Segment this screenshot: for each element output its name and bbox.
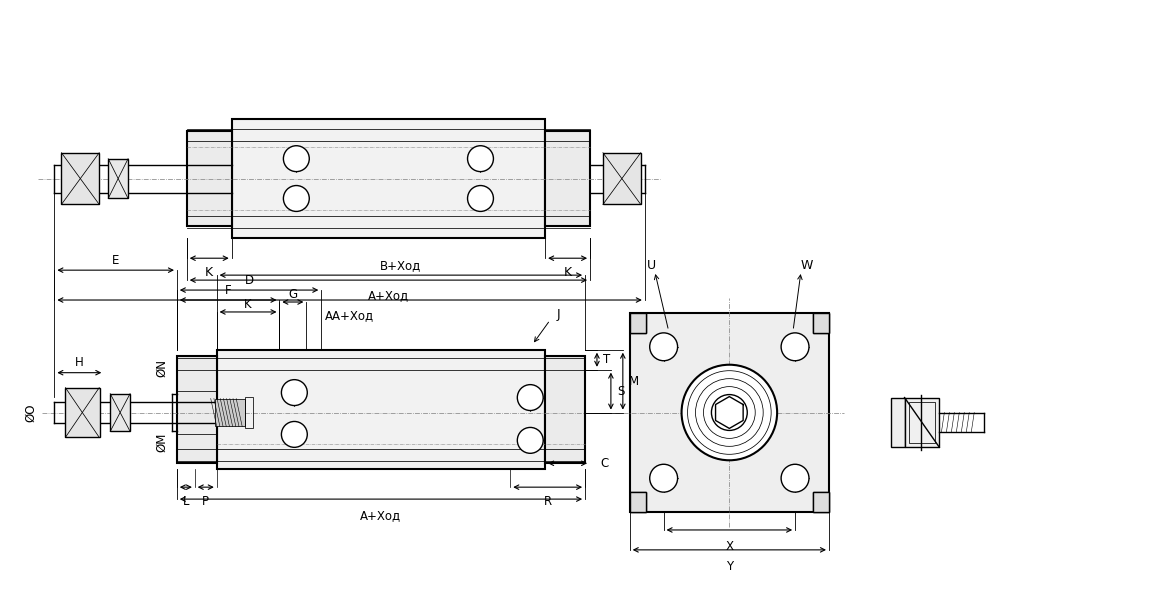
Circle shape — [518, 385, 544, 410]
Text: U: U — [647, 258, 656, 272]
Bar — [215, 399, 244, 426]
Text: А+Ход: А+Ход — [360, 509, 402, 522]
Circle shape — [781, 465, 809, 492]
Circle shape — [283, 185, 309, 212]
Bar — [891, 398, 904, 447]
Text: P: P — [202, 495, 209, 508]
Bar — [108, 159, 128, 198]
Text: ØO: ØO — [23, 403, 38, 422]
Text: K: K — [564, 266, 572, 279]
Text: H: H — [75, 356, 83, 369]
Text: ØN: ØN — [155, 359, 168, 377]
Bar — [66, 388, 100, 437]
Circle shape — [682, 365, 777, 460]
Bar — [812, 313, 829, 333]
Bar — [545, 356, 585, 463]
Bar — [110, 393, 130, 432]
Text: ØM: ØM — [155, 433, 168, 452]
Bar — [904, 398, 939, 447]
Text: АА+Ход: АА+Ход — [325, 309, 375, 322]
Text: L: L — [183, 495, 189, 508]
Text: K: K — [244, 297, 252, 311]
Bar — [629, 313, 646, 333]
Bar — [629, 313, 829, 512]
Circle shape — [282, 421, 308, 447]
Circle shape — [282, 379, 308, 406]
Bar — [629, 492, 646, 512]
Bar — [231, 119, 545, 238]
Circle shape — [781, 333, 809, 361]
Bar — [909, 401, 936, 443]
Bar — [812, 492, 829, 512]
Bar — [545, 131, 591, 226]
Bar — [629, 313, 646, 333]
Text: T: T — [603, 353, 610, 366]
Bar — [629, 492, 646, 512]
Text: E: E — [112, 254, 120, 267]
Circle shape — [283, 146, 309, 171]
Text: F: F — [225, 283, 231, 297]
Circle shape — [467, 146, 493, 171]
Text: C: C — [600, 457, 608, 470]
Bar — [177, 356, 217, 463]
Circle shape — [649, 333, 677, 361]
Text: S: S — [616, 385, 625, 398]
Text: А+Ход: А+Ход — [367, 289, 409, 302]
Text: G: G — [289, 288, 297, 300]
Bar — [217, 350, 545, 469]
Bar — [812, 492, 829, 512]
Bar — [61, 153, 100, 204]
Text: M: M — [629, 375, 639, 388]
Text: W: W — [801, 258, 814, 272]
Text: J: J — [556, 308, 560, 322]
Bar — [812, 313, 829, 333]
Text: В+Ход: В+Ход — [380, 258, 421, 272]
Bar — [244, 396, 252, 429]
Circle shape — [467, 185, 493, 212]
Text: X: X — [726, 540, 734, 553]
Circle shape — [518, 427, 544, 454]
Text: R: R — [544, 495, 552, 508]
Text: K: K — [205, 266, 214, 279]
Text: Y: Y — [726, 560, 733, 573]
Text: D: D — [244, 274, 254, 286]
Bar — [187, 131, 231, 226]
Circle shape — [649, 465, 677, 492]
Bar — [603, 153, 641, 204]
